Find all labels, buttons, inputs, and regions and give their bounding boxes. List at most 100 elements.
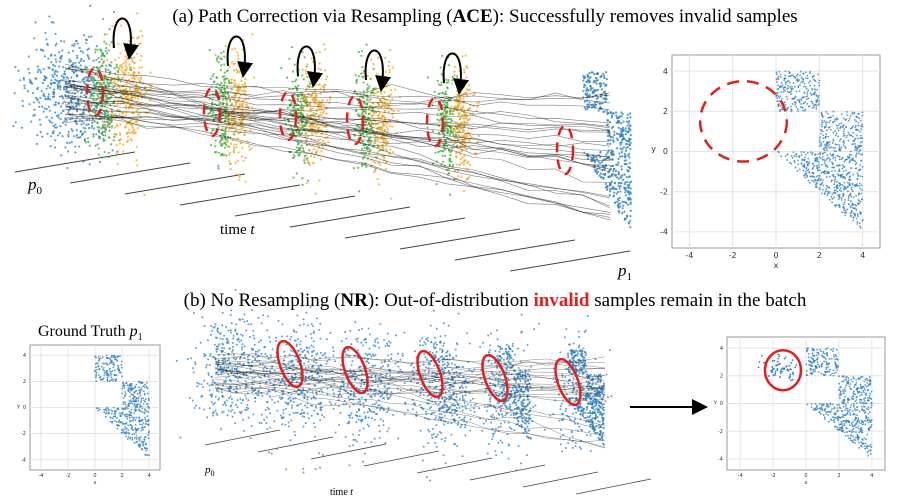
sample — [234, 161, 237, 165]
sample — [819, 136, 821, 139]
sample — [853, 404, 855, 407]
sample — [822, 152, 825, 155]
sample — [297, 84, 300, 87]
sample — [376, 177, 379, 181]
sample — [465, 121, 468, 124]
sample — [441, 92, 444, 95]
invalid-region — [425, 96, 445, 148]
sample — [815, 404, 818, 407]
sample — [823, 162, 826, 164]
sample — [621, 137, 624, 141]
sample — [128, 413, 131, 416]
sample — [119, 52, 122, 55]
sample — [143, 440, 145, 443]
sample — [799, 106, 802, 108]
sample — [777, 105, 780, 108]
sample — [219, 102, 222, 105]
sample — [359, 72, 363, 75]
sample — [220, 144, 223, 147]
sample — [608, 169, 611, 172]
sample — [830, 348, 832, 351]
sample — [85, 38, 89, 42]
sample — [321, 146, 325, 149]
sample — [786, 88, 789, 90]
sample — [73, 42, 76, 46]
sample — [212, 110, 215, 114]
sample — [859, 145, 862, 148]
sample — [779, 110, 781, 113]
sample — [589, 76, 592, 79]
sample — [781, 106, 784, 109]
sample — [132, 72, 135, 75]
sample — [620, 168, 623, 171]
sample — [129, 391, 131, 394]
sample — [43, 55, 47, 58]
sample — [605, 78, 608, 81]
sample — [75, 133, 78, 137]
sample — [478, 101, 481, 104]
sample — [626, 154, 630, 157]
sample — [368, 112, 372, 115]
sample — [108, 129, 111, 132]
sample — [622, 120, 625, 123]
sample — [850, 431, 853, 434]
sample — [121, 71, 124, 74]
sample — [778, 103, 780, 105]
sample — [811, 88, 813, 90]
sample — [455, 163, 459, 166]
sample — [857, 203, 859, 206]
sample — [588, 103, 591, 106]
sample — [853, 214, 856, 217]
sample — [855, 183, 858, 186]
sample — [832, 403, 834, 406]
sample — [54, 111, 57, 114]
sample — [141, 424, 143, 426]
sample — [820, 365, 823, 368]
sample — [63, 70, 66, 73]
sample — [457, 128, 460, 131]
sample — [124, 59, 127, 62]
sample — [128, 66, 132, 69]
sample — [612, 167, 616, 171]
sample — [236, 160, 239, 163]
sample — [446, 101, 449, 104]
sample — [315, 124, 318, 128]
sample — [38, 69, 42, 72]
sample — [825, 111, 828, 113]
sample — [30, 120, 33, 123]
sample — [463, 154, 466, 157]
sample — [307, 160, 310, 163]
sample — [56, 134, 60, 137]
sample — [838, 195, 841, 197]
sample — [462, 97, 465, 100]
sample — [853, 203, 856, 206]
sample — [455, 75, 458, 78]
sample — [623, 200, 626, 203]
sample — [855, 152, 858, 155]
sample — [626, 142, 629, 146]
sample — [65, 141, 69, 144]
sample — [855, 217, 858, 220]
sample — [128, 420, 131, 422]
sample — [843, 209, 846, 211]
sample — [821, 181, 824, 184]
sample — [121, 385, 124, 387]
sample — [839, 125, 842, 128]
sample — [595, 82, 598, 85]
sample — [629, 129, 632, 132]
sample — [779, 76, 782, 78]
sample — [60, 112, 63, 115]
sample — [147, 399, 150, 402]
sample — [124, 408, 127, 410]
sample — [627, 221, 630, 224]
sample — [449, 121, 452, 124]
sample — [794, 76, 797, 79]
sample — [453, 120, 456, 123]
sample — [121, 375, 123, 378]
sample — [620, 134, 624, 138]
y-tick-label: -4 — [21, 457, 26, 463]
sample — [796, 99, 799, 101]
sample — [361, 164, 364, 167]
sample — [104, 415, 107, 418]
sample — [853, 377, 855, 380]
